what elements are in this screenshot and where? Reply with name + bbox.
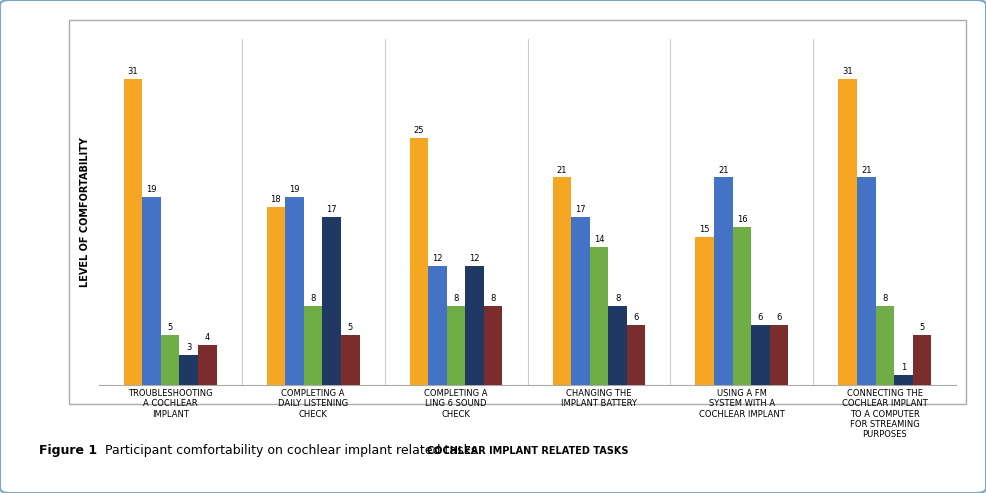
Bar: [198, 345, 217, 385]
Bar: [876, 306, 894, 385]
Bar: [484, 306, 503, 385]
Bar: [838, 79, 857, 385]
Text: 12: 12: [432, 254, 443, 263]
Bar: [341, 335, 360, 385]
Bar: [770, 325, 789, 385]
Text: 8: 8: [615, 294, 620, 303]
Text: 17: 17: [326, 205, 337, 214]
Text: 21: 21: [861, 166, 872, 175]
Bar: [304, 306, 322, 385]
Text: 5: 5: [920, 323, 925, 332]
Text: 6: 6: [758, 314, 763, 322]
Bar: [913, 335, 932, 385]
Text: 8: 8: [311, 294, 316, 303]
Bar: [266, 207, 285, 385]
Bar: [571, 217, 590, 385]
Text: 18: 18: [270, 195, 281, 204]
Text: 31: 31: [127, 67, 138, 76]
Text: 17: 17: [575, 205, 586, 214]
Text: 3: 3: [186, 343, 191, 352]
Text: 19: 19: [289, 185, 300, 194]
Text: 6: 6: [633, 314, 639, 322]
Bar: [161, 335, 179, 385]
Text: 16: 16: [737, 215, 747, 224]
Bar: [590, 246, 608, 385]
Bar: [142, 197, 161, 385]
Text: 12: 12: [469, 254, 480, 263]
Text: 5: 5: [348, 323, 353, 332]
Bar: [627, 325, 646, 385]
Bar: [552, 177, 571, 385]
Bar: [465, 266, 484, 385]
Bar: [695, 237, 714, 385]
Bar: [857, 177, 876, 385]
Bar: [409, 138, 428, 385]
Text: Figure 1: Figure 1: [39, 444, 98, 457]
Text: 15: 15: [699, 225, 710, 234]
Text: 21: 21: [718, 166, 729, 175]
Bar: [322, 217, 341, 385]
Text: 8: 8: [882, 294, 887, 303]
Bar: [285, 197, 304, 385]
Bar: [428, 266, 447, 385]
Bar: [751, 325, 770, 385]
Text: 8: 8: [454, 294, 458, 303]
Text: 31: 31: [842, 67, 853, 76]
Bar: [714, 177, 733, 385]
Text: 6: 6: [776, 314, 782, 322]
Bar: [123, 79, 142, 385]
Text: 14: 14: [594, 235, 604, 244]
Bar: [894, 375, 913, 385]
Bar: [608, 306, 627, 385]
Text: 19: 19: [146, 185, 157, 194]
Text: 5: 5: [168, 323, 173, 332]
Text: 21: 21: [556, 166, 567, 175]
Bar: [447, 306, 465, 385]
Text: 4: 4: [205, 333, 210, 342]
Text: Participant comfortability on cochlear implant related tasks.: Participant comfortability on cochlear i…: [101, 444, 481, 457]
Text: 25: 25: [413, 126, 424, 135]
Y-axis label: LEVEL OF COMFORTABILITY: LEVEL OF COMFORTABILITY: [80, 137, 90, 287]
Text: 1: 1: [901, 363, 906, 372]
X-axis label: COCHLEAR IMPLANT RELATED TASKS: COCHLEAR IMPLANT RELATED TASKS: [427, 446, 628, 456]
Bar: [179, 355, 198, 385]
Text: 8: 8: [490, 294, 496, 303]
Bar: [733, 227, 751, 385]
